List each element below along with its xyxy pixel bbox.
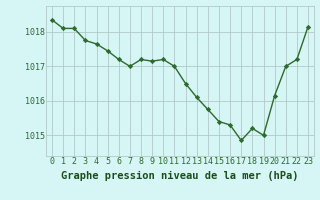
X-axis label: Graphe pression niveau de la mer (hPa): Graphe pression niveau de la mer (hPa) [61,171,299,181]
